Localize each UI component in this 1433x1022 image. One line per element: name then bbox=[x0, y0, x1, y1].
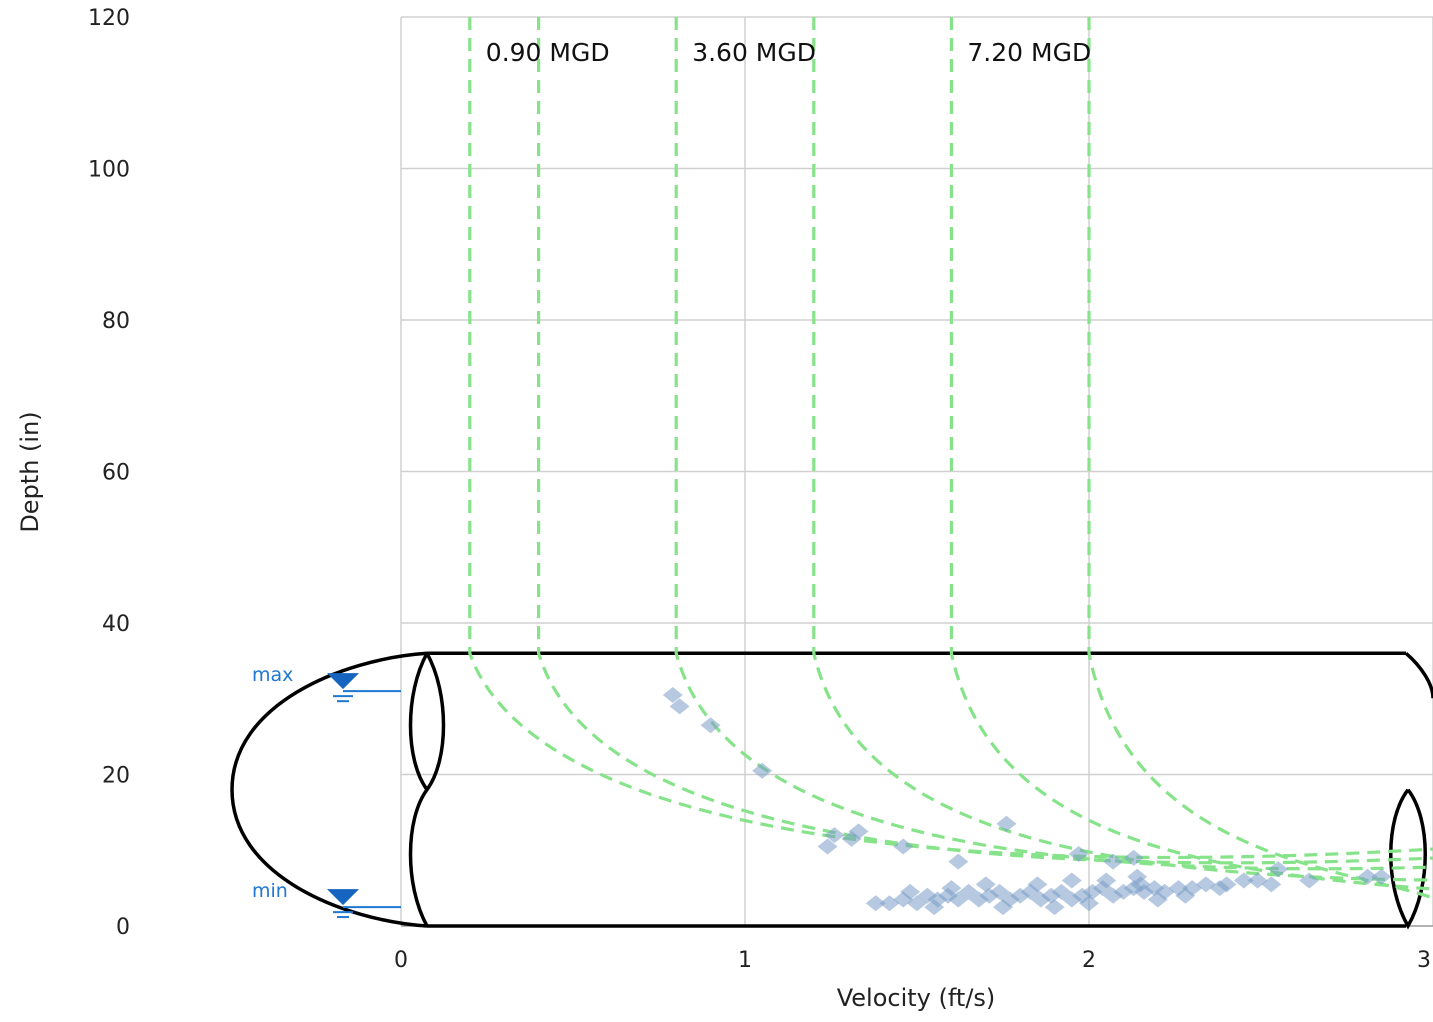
x-tick-label: 1 bbox=[738, 948, 752, 973]
data-points bbox=[662, 686, 1392, 916]
triangle-down-icon bbox=[327, 889, 359, 906]
data-point bbox=[900, 883, 921, 900]
x-tick-label: 0 bbox=[394, 948, 408, 973]
y-tick-label: 40 bbox=[102, 612, 130, 637]
labels: 0 20 40 60 80 100 120 0 1 2 3 0.90 MGD 3.60 MGD 7.20 … bbox=[88, 6, 1431, 973]
data-point bbox=[1130, 876, 1151, 893]
grid bbox=[400, 16, 1433, 927]
data-point bbox=[752, 762, 773, 779]
data-point bbox=[996, 815, 1017, 832]
flow-curve bbox=[949, 17, 1433, 891]
level-marker-label: min bbox=[252, 880, 288, 902]
flow-curve bbox=[1087, 17, 1433, 900]
data-point bbox=[975, 876, 996, 893]
y-tick-label: 80 bbox=[102, 309, 130, 334]
x-axis-title: Velocity (ft/s) bbox=[837, 984, 996, 1012]
data-point bbox=[1299, 872, 1320, 889]
flow-curves bbox=[468, 17, 1433, 900]
y-tick-label: 20 bbox=[102, 764, 130, 789]
pipe-end-lens-lower bbox=[408, 788, 429, 927]
data-point bbox=[700, 717, 721, 734]
y-tick-label: 60 bbox=[102, 461, 130, 486]
flow-curve bbox=[812, 17, 1433, 882]
flow-curve bbox=[468, 17, 1433, 859]
data-point bbox=[893, 838, 914, 855]
data-point bbox=[993, 899, 1013, 916]
data-point bbox=[1068, 846, 1089, 863]
level-marker-label: max bbox=[252, 664, 293, 686]
pipe-right-lens bbox=[1389, 788, 1427, 930]
pipe-right-top-arc bbox=[1404, 651, 1433, 699]
data-point bbox=[941, 880, 962, 897]
triangle-down-icon bbox=[327, 673, 359, 690]
data-point bbox=[1175, 887, 1196, 904]
data-point bbox=[1357, 868, 1378, 885]
pipe-cross-section bbox=[230, 651, 428, 928]
y-tick-label: 100 bbox=[88, 158, 130, 183]
flow-curve-label: 7.20 MGD bbox=[967, 38, 1091, 67]
data-point bbox=[865, 895, 886, 912]
flow-curve-label: 0.90 MGD bbox=[486, 38, 610, 67]
data-point bbox=[1233, 872, 1254, 889]
pipe-outline bbox=[230, 651, 1433, 930]
data-point bbox=[1268, 861, 1289, 878]
data-point bbox=[824, 827, 845, 844]
x-tick-label: 2 bbox=[1082, 948, 1096, 973]
data-point bbox=[1261, 876, 1282, 893]
y-axis-title: Depth (in) bbox=[16, 411, 44, 532]
data-point bbox=[1103, 853, 1124, 870]
data-point bbox=[1079, 895, 1099, 912]
data-point bbox=[1061, 872, 1082, 889]
data-point bbox=[662, 686, 683, 703]
data-point bbox=[817, 838, 838, 855]
y-tick-label: 120 bbox=[88, 6, 130, 31]
pipe-end-lens-upper bbox=[408, 652, 446, 793]
flow-curve-label: 3.60 MGD bbox=[692, 38, 816, 67]
data-point bbox=[1027, 876, 1048, 893]
data-point bbox=[1044, 899, 1065, 916]
level-markers bbox=[327, 673, 401, 919]
x-tick-label: 3 bbox=[1417, 948, 1431, 973]
data-point bbox=[1371, 868, 1392, 885]
data-point bbox=[1096, 872, 1117, 889]
flow-curve bbox=[537, 17, 1433, 865]
data-point bbox=[924, 899, 945, 916]
data-point bbox=[948, 853, 969, 870]
y-tick-label: 0 bbox=[116, 915, 130, 940]
data-point bbox=[669, 698, 690, 715]
data-point bbox=[848, 823, 869, 840]
data-point bbox=[1123, 849, 1144, 866]
data-point bbox=[1147, 891, 1168, 908]
flow-curve bbox=[674, 17, 1433, 871]
data-point bbox=[1209, 880, 1230, 897]
